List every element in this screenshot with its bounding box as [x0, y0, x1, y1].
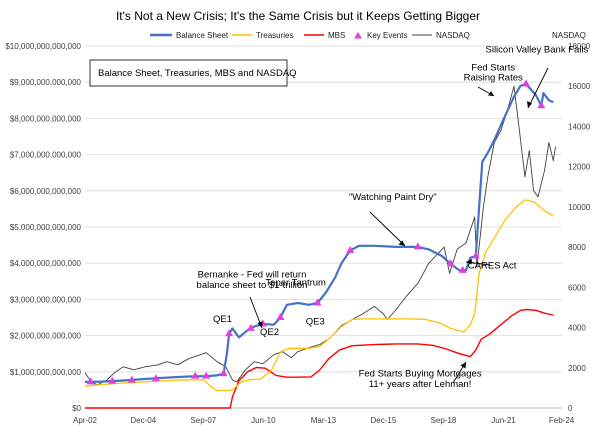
arrow-paint-dry	[369, 211, 406, 247]
key-event-marker	[86, 377, 95, 385]
y-tick-label: $0	[72, 404, 81, 413]
annotation-label: QE1	[213, 314, 232, 325]
key-event-marker	[246, 323, 255, 331]
y2-tick-label: 8000	[568, 243, 586, 252]
key-event-marker	[151, 374, 160, 382]
axes: $0 $1,000,000,000,000 $2,000,000,000,000 $3…	[5, 42, 590, 425]
y2-tick-label: 6000	[568, 283, 586, 292]
x-tick-label: Feb-24	[549, 416, 575, 425]
annotation-label: Silicon Valley Bank Fails	[486, 45, 589, 56]
y2-tick-label: 12000	[568, 163, 591, 172]
key-event-marker	[313, 298, 322, 306]
y-tick-label: $5,000,000,000,000	[10, 223, 82, 232]
y2-tick-label: 2000	[568, 364, 586, 373]
y-tick-label: $7,000,000,000,000	[10, 151, 82, 160]
series-line-nasdaq	[84, 85, 556, 386]
x-tick-label: Mar-13	[311, 416, 337, 425]
key-event-marker	[191, 371, 200, 379]
y-tick-label: $2,000,000,000,000	[10, 332, 82, 341]
annotation-label: CARES Act	[468, 261, 517, 272]
key-event-marker	[225, 329, 234, 337]
x-tick-label: Jun-10	[251, 416, 276, 425]
series-line-balance-sheet	[84, 82, 554, 383]
y-tick-label: $3,000,000,000,000	[10, 295, 82, 304]
key-event-marker	[522, 79, 530, 87]
legend-label-mbs: MBS	[328, 31, 345, 40]
key-event-marker	[108, 376, 117, 384]
legend-label-nasdaq: NASDAQ	[436, 31, 470, 40]
subtitle-box-frame	[89, 59, 288, 87]
key-event-marker	[219, 369, 228, 377]
subtitle-box: Balance Sheet, Treasuries, MBS and NASDA…	[89, 59, 297, 87]
y2-tick-label: 18000	[568, 42, 591, 51]
legend-label-treasuries: Treasuries	[256, 31, 294, 40]
key-event-marker	[127, 375, 136, 383]
legend-marker-key-events	[354, 32, 362, 39]
subtitle-box-text: Balance Sheet, Treasuries, MBS and NASDA…	[98, 68, 297, 79]
annotation-label: Fed Starts Buying Mortgages	[359, 369, 482, 380]
annotation-label: QE2	[260, 327, 279, 338]
x-tick-label: Dec-04	[130, 416, 156, 425]
arrowhead-cares-act	[466, 259, 472, 265]
key-event-marker	[446, 259, 455, 267]
legend-label-balance-sheet: Balance Sheet	[176, 31, 229, 40]
key-event-marker	[276, 313, 285, 320]
arrow-svb	[527, 67, 549, 109]
key-event-marker	[413, 242, 422, 250]
annotation-label: Raising Rates	[464, 72, 523, 83]
right-axis-title: NASDAQ	[552, 31, 586, 40]
key-event-marker	[458, 265, 467, 273]
y-tick-label: $9,000,000,000,000	[10, 78, 82, 87]
key-event-markers	[86, 79, 546, 385]
x-tick-label: Sep-18	[431, 416, 457, 425]
x-tick-label: Apr-02	[73, 416, 98, 425]
y-tick-label: $4,000,000,000,000	[10, 259, 82, 268]
series-line-mbs	[85, 308, 554, 409]
annotation-arrows	[249, 67, 549, 384]
annotation-label: Bernanke - Fed will return	[198, 270, 307, 281]
x-tick-label: Sep-07	[190, 416, 216, 425]
y2-tick-label: 4000	[568, 324, 586, 333]
annotation-label: balance sheet to $1-trillion	[197, 280, 308, 291]
y-tick-label: $6,000,000,000,000	[10, 187, 82, 196]
y-tick-label: $8,000,000,000,000	[10, 114, 82, 123]
y2-tick-label: 14000	[568, 122, 591, 131]
annotation-label: 11+ years after Lehman!	[369, 379, 472, 390]
y2-tick-label: 10000	[568, 203, 591, 212]
key-event-marker	[537, 101, 546, 109]
y-tick-label: $10,000,000,000,000	[5, 42, 81, 51]
key-event-marker	[471, 251, 480, 259]
annotation-label: Taper Tantrum	[265, 278, 326, 289]
annotation-label: "Watching Paint Dry"	[349, 192, 437, 203]
arrowhead-raising-rates	[488, 91, 494, 96]
arrowhead-bernanke	[257, 321, 263, 328]
arrowhead-mortgages	[460, 362, 466, 369]
y2-tick-label: 0	[568, 404, 573, 413]
legend: Balance Sheet Treasuries MBS Key Events …	[150, 31, 470, 40]
key-event-marker	[202, 371, 211, 379]
series	[84, 82, 556, 409]
annotation-label: Fed Starts	[471, 62, 515, 73]
chart-title: It's Not a New Crisis; It's the Same Cri…	[116, 9, 480, 23]
legend-label-key-events: Key Events	[367, 31, 407, 40]
y-tick-label: $1,000,000,000,000	[10, 368, 82, 377]
y2-tick-label: 16000	[568, 82, 591, 91]
arrowhead-paint-dry	[398, 240, 405, 246]
series-line-treasuries	[84, 199, 554, 392]
key-event-marker	[346, 246, 355, 253]
x-tick-label: Dec-15	[371, 416, 397, 425]
x-tick-label: Jun-21	[491, 416, 516, 425]
annotation-label: QE3	[306, 317, 325, 328]
arrowhead-svb	[527, 101, 532, 108]
